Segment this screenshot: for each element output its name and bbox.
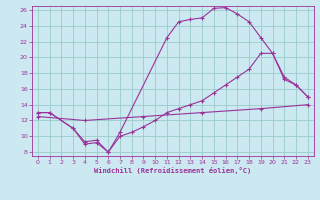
X-axis label: Windchill (Refroidissement éolien,°C): Windchill (Refroidissement éolien,°C) xyxy=(94,167,252,174)
